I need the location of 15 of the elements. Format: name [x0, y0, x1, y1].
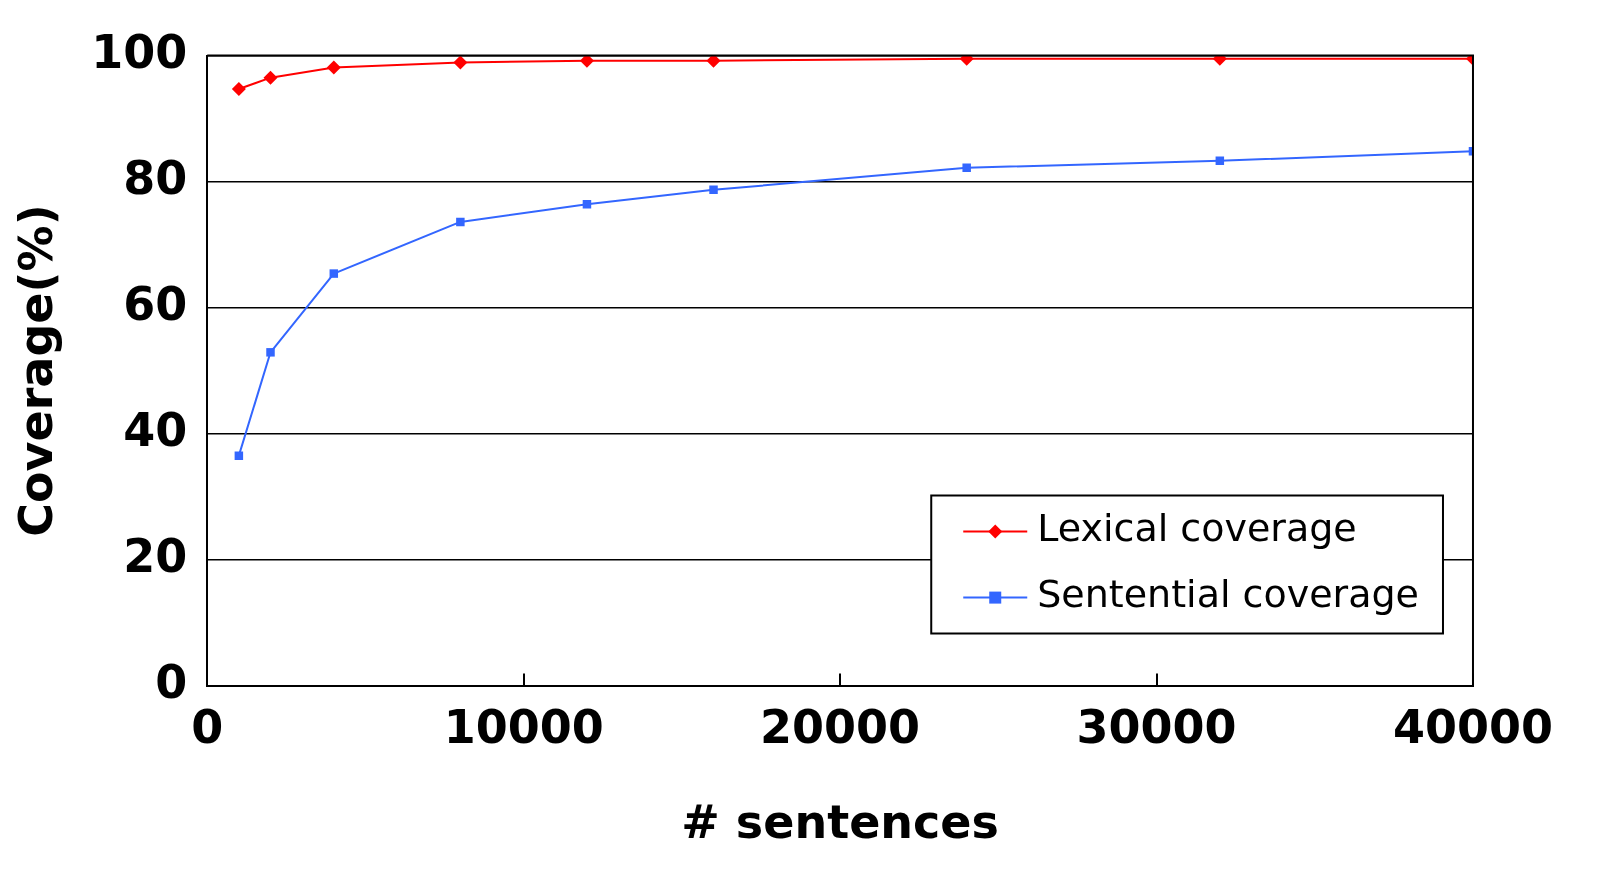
y-tick-label: 100: [91, 24, 188, 79]
x-tick-label: 10000: [443, 700, 604, 755]
y-tick-label: 20: [123, 528, 188, 583]
y-tick-label: 0: [155, 654, 188, 709]
y-tick-label: 80: [123, 150, 188, 205]
y-tick-label: 60: [123, 276, 188, 331]
x-tick-label: 40000: [1392, 700, 1554, 755]
legend-label: Lexical coverage: [1037, 506, 1357, 551]
x-tick-label: 20000: [760, 700, 921, 755]
x-axis-title: # sentences: [681, 795, 999, 850]
legend-label: Sentential coverage: [1037, 572, 1419, 617]
x-tick-label: 0: [191, 700, 224, 755]
y-axis-title: Coverage(%): [8, 204, 63, 537]
x-tick-label: 30000: [1076, 700, 1237, 755]
y-tick-label: 40: [123, 402, 188, 457]
